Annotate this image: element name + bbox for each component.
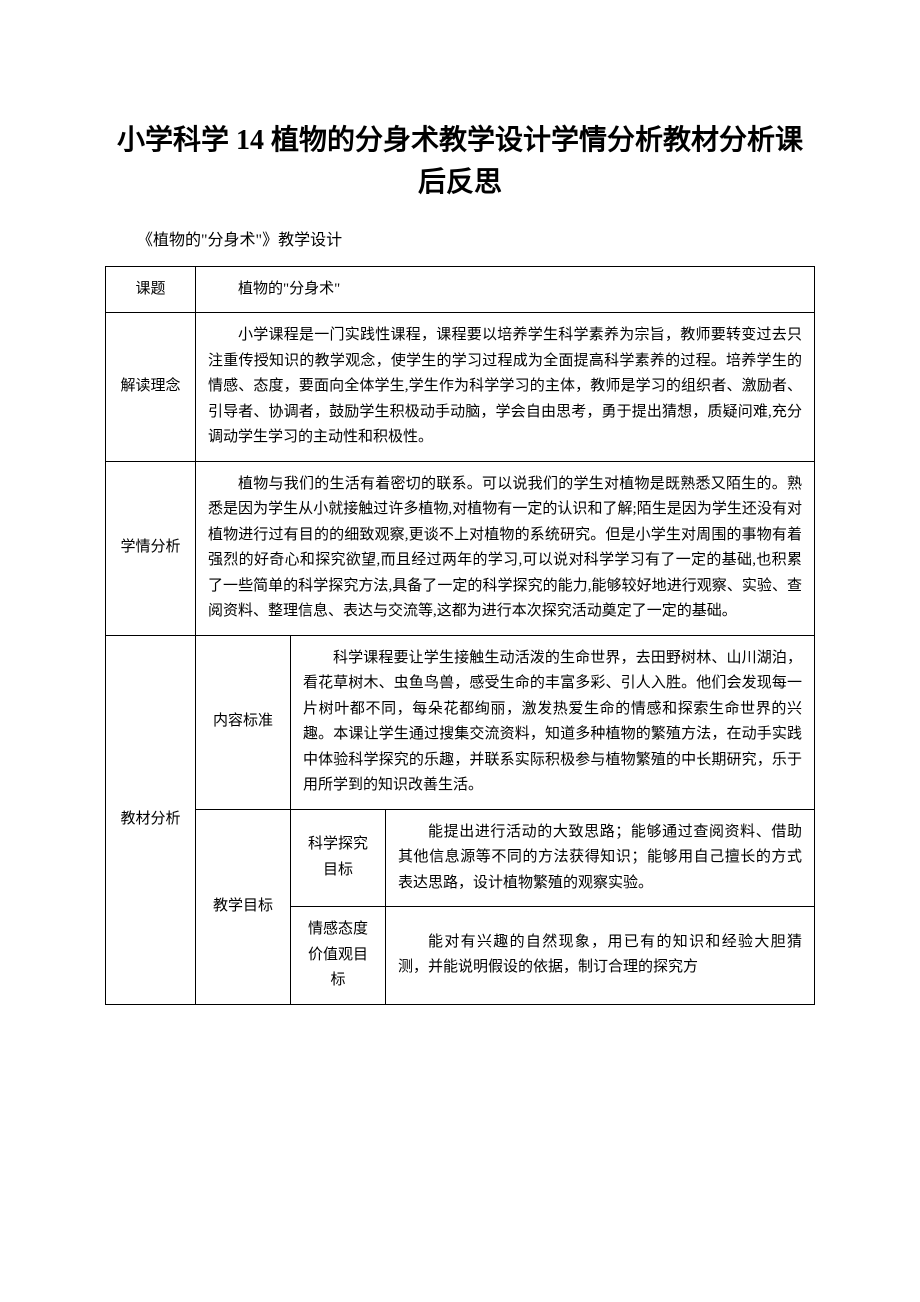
row-content: 小学课程是一门实践性课程，课程要以培养学生科学素养为宗旨，教师要转变过去只注重传…	[196, 313, 815, 462]
row-content: 植物与我们的生活有着密切的联系。可以说我们的学生对植物是既熟悉又陌生的。熟悉是因…	[196, 461, 815, 635]
row-label: 课题	[106, 266, 196, 313]
table-row: 学情分析 植物与我们的生活有着密切的联系。可以说我们的学生对植物是既熟悉又陌生的…	[106, 461, 815, 635]
goal-label: 科学探究目标	[291, 809, 386, 907]
lesson-plan-table: 课题 植物的"分身术" 解读理念 小学课程是一门实践性课程，课程要以培养学生科学…	[105, 266, 815, 1005]
goal-content: 能提出进行活动的大致思路；能够通过查阅资料、借助其他信息源等不同的方法获得知识；…	[386, 809, 815, 907]
row-content: 植物的"分身术"	[196, 266, 815, 313]
table-row: 解读理念 小学课程是一门实践性课程，课程要以培养学生科学素养为宗旨，教师要转变过…	[106, 313, 815, 462]
row-label: 学情分析	[106, 461, 196, 635]
row-label: 解读理念	[106, 313, 196, 462]
table-row: 教学目标 科学探究目标 能提出进行活动的大致思路；能够通过查阅资料、借助其他信息…	[106, 809, 815, 907]
sub-label: 内容标准	[196, 635, 291, 809]
table-row: 课题 植物的"分身术"	[106, 266, 815, 313]
page-title: 小学科学 14 植物的分身术教学设计学情分析教材分析课后反思	[105, 120, 815, 204]
subtitle: 《植物的"分身术"》教学设计	[105, 228, 815, 254]
sub-content: 科学课程要让学生接触生动活泼的生命世界，去田野树林、山川湖泊，看花草树木、虫鱼鸟…	[291, 635, 815, 809]
row-label: 教材分析	[106, 635, 196, 1004]
table-row: 教材分析 内容标准 科学课程要让学生接触生动活泼的生命世界，去田野树林、山川湖泊…	[106, 635, 815, 809]
goal-content: 能对有兴趣的自然现象，用已有的知识和经验大胆猜测，并能说明假设的依据，制订合理的…	[386, 907, 815, 1005]
goal-label: 情感态度价值观目标	[291, 907, 386, 1005]
sub-label: 教学目标	[196, 809, 291, 1004]
